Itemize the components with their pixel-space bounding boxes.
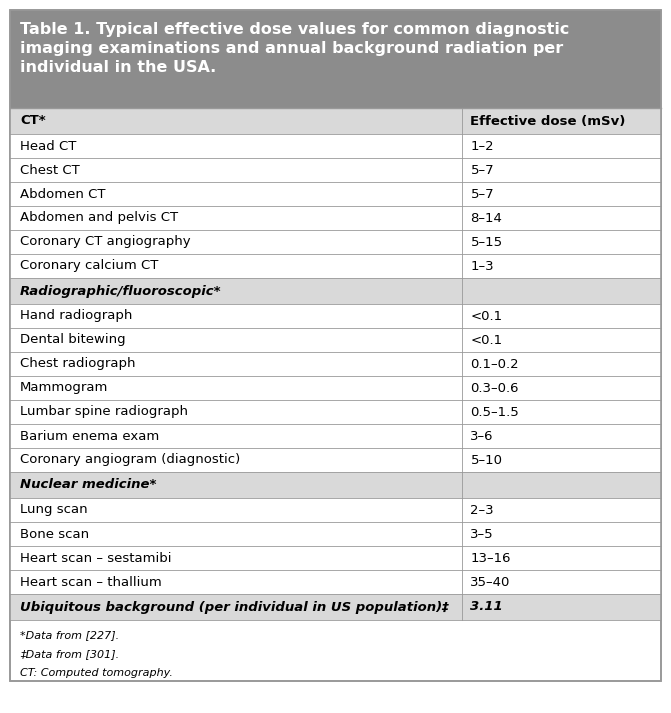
Text: 8–14: 8–14 [470,212,503,225]
Text: Barium enema exam: Barium enema exam [20,429,159,443]
Text: Dental bitewing: Dental bitewing [20,334,125,347]
Text: 3–6: 3–6 [470,429,494,443]
Bar [10,546,661,570]
Text: 5–10: 5–10 [470,453,503,466]
Text: 5–15: 5–15 [470,235,503,249]
Text: 3.11: 3.11 [470,600,503,613]
Text: Coronary CT angiography: Coronary CT angiography [20,235,191,249]
Text: 13–16: 13–16 [470,551,511,565]
Text: Coronary angiogram (diagnostic): Coronary angiogram (diagnostic) [20,453,240,466]
Text: 5–7: 5–7 [470,163,494,177]
Bar [10,498,661,522]
Text: Radiographic/fluoroscopic*: Radiographic/fluoroscopic* [20,284,221,297]
Text: <0.1: <0.1 [470,334,503,347]
Text: imaging examinations and annual background radiation per: imaging examinations and annual backgrou… [20,41,563,56]
Text: 5–7: 5–7 [470,188,494,200]
Text: 0.3–0.6: 0.3–0.6 [470,381,519,394]
Text: Effective dose (mSv): Effective dose (mSv) [470,115,626,128]
Text: Heart scan – sestamibi: Heart scan – sestamibi [20,551,172,565]
Bar [10,570,661,594]
Text: *Data from [227].: *Data from [227]. [20,630,119,640]
Text: Table 1. Typical effective dose values for common diagnostic: Table 1. Typical effective dose values f… [20,22,570,37]
Bar [10,182,661,206]
Bar [10,10,661,108]
Text: Chest radiograph: Chest radiograph [20,357,136,371]
Bar [10,134,661,158]
Text: CT*: CT* [20,115,46,128]
Bar [10,230,661,254]
Text: Head CT: Head CT [20,140,76,153]
Text: Abdomen and pelvis CT: Abdomen and pelvis CT [20,212,178,225]
Text: 0.5–1.5: 0.5–1.5 [470,406,519,419]
Text: ‡Data from [301].: ‡Data from [301]. [20,649,119,659]
Bar [10,328,661,352]
Text: 3–5: 3–5 [470,528,494,540]
Bar [10,400,661,424]
Bar [10,254,661,278]
Bar [10,522,661,546]
Text: Chest CT: Chest CT [20,163,80,177]
Bar [10,472,661,498]
Text: Ubiquitous background (per individual in US population)‡: Ubiquitous background (per individual in… [20,600,449,613]
Bar [10,376,661,400]
Text: Hand radiograph: Hand radiograph [20,309,132,322]
Text: 1–3: 1–3 [470,260,494,272]
Text: <0.1: <0.1 [470,309,503,322]
Text: individual in the USA.: individual in the USA. [20,60,216,75]
Bar [10,424,661,448]
Text: CT: Computed tomography.: CT: Computed tomography. [20,668,173,678]
Bar [10,448,661,472]
Text: Lumbar spine radiograph: Lumbar spine radiograph [20,406,188,419]
Bar [10,352,661,376]
Bar [10,304,661,328]
Text: 1–2: 1–2 [470,140,494,153]
Text: Nuclear medicine*: Nuclear medicine* [20,478,156,491]
Text: Heart scan – thallium: Heart scan – thallium [20,575,162,588]
Text: Coronary calcium CT: Coronary calcium CT [20,260,158,272]
Text: Mammogram: Mammogram [20,381,109,394]
Bar [10,206,661,230]
Text: 35–40: 35–40 [470,575,511,588]
Text: Lung scan: Lung scan [20,503,88,516]
Text: Abdomen CT: Abdomen CT [20,188,105,200]
Bar [10,594,661,620]
Text: 0.1–0.2: 0.1–0.2 [470,357,519,371]
Bar [10,278,661,304]
Text: Bone scan: Bone scan [20,528,89,540]
Bar [10,158,661,182]
Text: 2–3: 2–3 [470,503,494,516]
Bar [10,108,661,134]
